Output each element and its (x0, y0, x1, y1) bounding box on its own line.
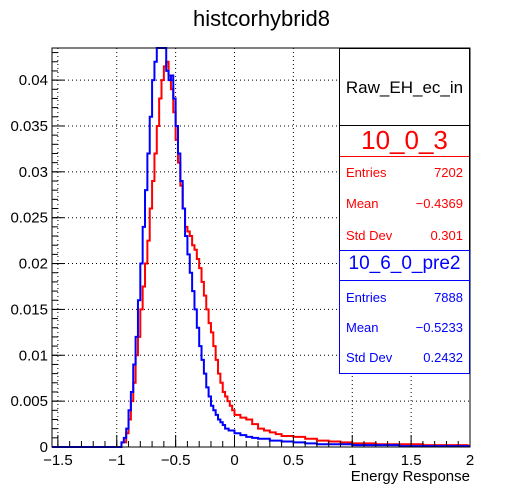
series-2-entries-label: Entries (346, 290, 387, 305)
y-tick-label: 0.035 (10, 118, 48, 135)
series-1-histogram (52, 60, 470, 448)
x-tick-label: −0.5 (161, 452, 191, 469)
x-axis-label: Energy Response (350, 468, 470, 485)
axis-ticks (52, 52, 471, 448)
series-1-name: 10_0_3 (340, 125, 469, 157)
y-tick-label: 0.025 (10, 210, 48, 227)
series-1-mean-label: Mean (346, 196, 379, 211)
series-1-entries-label: Entries (346, 165, 387, 180)
y-tick-label: 0.005 (10, 393, 48, 410)
series-1-stddev-label: Std Dev (346, 228, 393, 243)
y-tick-label: 0.03 (19, 164, 48, 181)
tick-labels: −1.5 −1 −0.5 0 0.5 1 1.5 2 0 0.005 0.01 0.015 0.02 0.… (10, 72, 474, 469)
x-tick-label: 1.5 (401, 452, 422, 469)
series-layer (52, 47, 470, 448)
x-tick-label: −1 (108, 452, 125, 469)
stats-box-series-1: 10_0_3 Entries 7202 Mean −0.4369 Std Dev… (339, 125, 470, 255)
x-tick-label: 0 (230, 452, 238, 469)
plot-frame (51, 47, 471, 448)
y-tick-label: 0 (40, 439, 48, 456)
series-1-entries-value: 7202 (434, 165, 463, 180)
y-tick-label: 0.015 (10, 301, 48, 318)
series-2-histogram (52, 47, 470, 448)
stats-box-series-2: 10_6_0_pre2 Entries 7888 Mean −0.5233 St… (339, 250, 470, 374)
x-tick-label: 2 (466, 452, 474, 469)
chart-title: histcorhybrid8 (193, 6, 330, 31)
y-tick-label: 0.02 (19, 256, 48, 273)
x-tick-label: −1.5 (43, 452, 73, 469)
stats-title-box: Raw_EH_ec_in (339, 48, 470, 126)
series-2-name: 10_6_0_pre2 (340, 253, 469, 281)
series-2-stddev-value: 0.2432 (423, 350, 463, 365)
series-2-entries-value: 7888 (434, 290, 463, 305)
series-2-mean-label: Mean (346, 320, 379, 335)
series-1-mean-value: −0.4369 (415, 196, 463, 211)
stats-title: Raw_EH_ec_in (345, 78, 464, 97)
x-tick-label: 0.5 (283, 452, 304, 469)
y-tick-label: 0.01 (19, 347, 48, 364)
y-tick-label: 0.04 (19, 72, 48, 89)
x-tick-label: 1 (348, 452, 356, 469)
series-2-stddev-label: Std Dev (346, 350, 393, 365)
series-2-mean-value: −0.5233 (415, 320, 463, 335)
series-1-stddev-value: 0.301 (430, 228, 463, 243)
